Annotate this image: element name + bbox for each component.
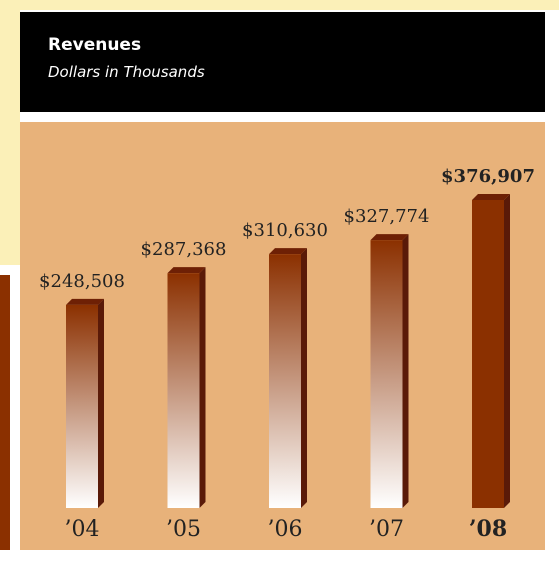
bar <box>370 240 403 508</box>
x-tick-label: ’08 <box>469 516 507 542</box>
bar-side <box>504 194 510 508</box>
bar <box>167 273 200 508</box>
x-tick-label: ’05 <box>166 517 201 542</box>
bar-top <box>167 267 206 274</box>
bar-top <box>472 194 510 200</box>
decor <box>0 0 20 265</box>
x-tick-label: ’06 <box>268 517 303 542</box>
bar <box>472 200 504 508</box>
bar-side <box>98 298 104 508</box>
decor <box>0 275 10 550</box>
bar-top <box>66 298 104 305</box>
bar <box>269 254 301 508</box>
bar-side <box>199 267 206 508</box>
chart-subtitle: Dollars in Thousands <box>48 63 205 81</box>
value-label: $310,630 <box>242 220 328 241</box>
bar-side <box>402 234 409 508</box>
decor <box>0 0 559 10</box>
bar-top <box>370 234 409 241</box>
x-tick-label: ’04 <box>65 517 100 542</box>
value-label: $376,907 <box>441 166 535 187</box>
chart-title: Revenues <box>48 35 141 55</box>
value-label: $287,368 <box>141 239 227 260</box>
value-label: $327,774 <box>344 206 430 227</box>
header-box <box>20 12 545 112</box>
bar-top <box>269 248 307 255</box>
value-label: $248,508 <box>39 271 125 292</box>
x-tick-label: ’07 <box>369 517 404 542</box>
bar <box>66 304 98 508</box>
bar-side <box>301 248 307 508</box>
